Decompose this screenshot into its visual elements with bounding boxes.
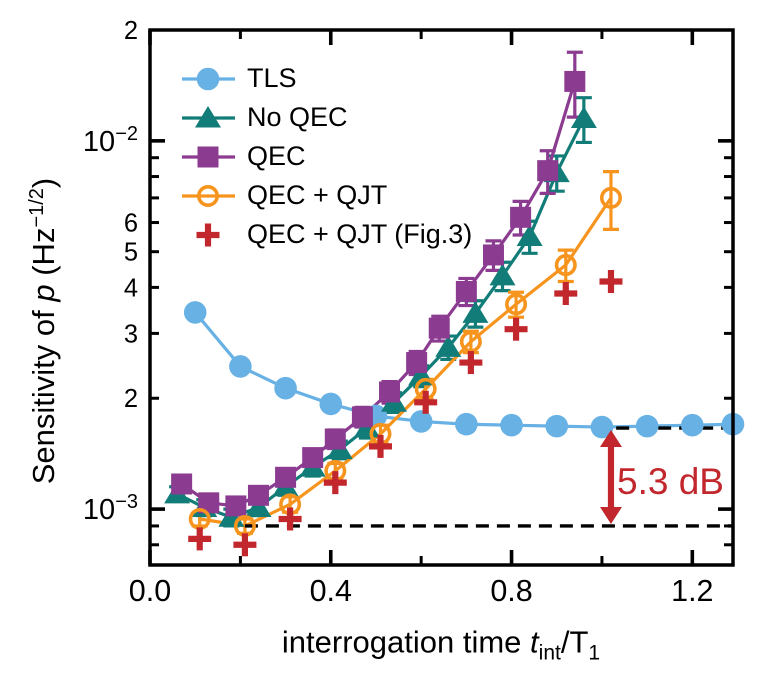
legend-triangle-icon [195,105,221,127]
data-point-qec [564,70,586,92]
legend-square-icon [197,146,219,167]
data-point-qec [482,244,504,266]
data-point-qec [275,466,297,488]
y-tick-label: 3 [124,320,138,348]
data-point-no-qec [516,224,543,246]
y-tick-label: 6 [124,210,138,238]
data-point-tls [229,355,252,378]
x-axis-title-separator: /T [560,624,589,660]
data-point-qec-qjt [459,330,482,353]
data-point-qec [428,317,450,339]
data-point-qec-qjt [505,293,528,316]
data-point-qec [302,447,324,469]
data-point-no-qec [462,301,489,323]
y-tick-label: 2 [124,17,138,45]
data-point-tls [500,413,523,437]
gain-arrow [599,430,622,524]
plot-frame [148,28,735,567]
legend-marker-no-qec-icon [182,105,235,127]
x-tick-label: 0.0 [129,574,171,608]
legend-circle-icon [196,67,220,90]
legend-label-tls: TLS [247,63,297,93]
series-markers-qec [171,70,586,517]
legend-label-qec-qjt-fig3: QEC + QJT (Fig.3) [247,219,473,249]
y-axis-title-prefix: Sensitivity of [26,301,62,485]
x-tick-label: 0.4 [310,574,352,608]
legend-item-no-qec: No QEC [182,98,472,137]
x-tick-label: 0.8 [490,574,532,608]
y-tick-label: 5 [124,239,138,267]
legend-marker-qec-qjt-fig3-icon [196,223,220,246]
data-point-tls [409,410,433,433]
data-point-tls [545,414,569,438]
x-axis-title: interrogation time tint/T1 [282,624,600,665]
y-axis-title-exponent: −1/2 [25,188,48,228]
x-axis-title-subscript: int [538,641,561,665]
data-point-qec [406,352,428,374]
y-axis-title-unit-open: (Hz [26,227,62,285]
data-point-no-qec [245,495,272,518]
series-markers-qec-qjt-fig-3 [188,270,623,557]
data-point-qec [379,381,401,403]
legend-open-circle-icon [196,184,219,207]
legend: TLS No QEC QEC QEC + QJT QEC + QJT (Fig.… [182,59,472,254]
data-point-no-qec [435,335,462,357]
y-tick-label: 10−2 [83,123,138,158]
data-point-qec [537,160,559,182]
data-point-qec [198,492,220,514]
x-axis-title-variable: t [530,624,539,660]
data-point-no-qec [489,263,516,286]
y-tick-label: 2 [124,385,138,413]
x-axis-title-prefix: interrogation time [281,624,531,660]
legend-item-qec-qjt: QEC + QJT [182,176,472,215]
y-tick-label: 10−3 [83,491,138,526]
x-tick-label: 1.2 [671,574,713,608]
x-axis-title-subscript2: 1 [588,641,601,665]
legend-label-no-qec: No QEC [247,102,348,132]
legend-item-tls: TLS [182,59,472,98]
legend-label-qec-qjt: QEC + QJT [247,180,388,210]
data-point-tls [274,376,297,400]
y-axis-title-variable: p [26,284,62,302]
data-point-tls [635,414,659,438]
gain-arrow-head-down-icon [599,506,622,524]
data-point-tls [183,301,207,324]
y-axis-title-unit-close: ) [26,177,62,189]
legend-marker-qec-qjt-icon [182,184,235,207]
data-point-qec-qjt [554,254,577,277]
legend-label-qec: QEC [247,141,306,171]
data-point-qec-qjt [599,186,622,209]
data-point-qec [455,280,477,302]
legend-item-qec-qjt-fig3: QEC + QJT (Fig.3) [182,215,472,254]
data-point-qec [247,484,269,506]
gain-annotation: 5.3 dB [617,461,724,502]
legend-marker-tls-icon [182,67,235,90]
series-line-qec [180,80,577,508]
data-point-tls [455,412,478,436]
data-point-tls [590,415,614,439]
data-point-qec [324,428,346,450]
data-point-tls [681,413,704,437]
gain-arrow-head-up-icon [599,430,622,448]
data-point-qec [351,406,373,428]
data-point-tls [319,392,343,416]
data-point-qec [171,473,193,495]
legend-item-qec: QEC [182,137,472,176]
y-tick-label: 4 [124,274,138,302]
y-axis-title: Sensitivity of p (Hz−1/2) [26,178,62,485]
data-point-qec [510,206,532,228]
data-point-qec [225,495,247,517]
data-point-no-qec [570,106,597,129]
legend-marker-qec-icon [182,146,235,167]
